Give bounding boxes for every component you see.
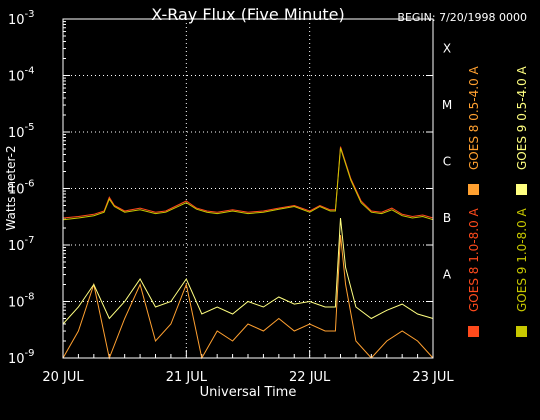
x-axis-ticks: 20 JUL 21 JUL 22 JUL 23 JUL xyxy=(42,350,454,385)
series-line-1 xyxy=(62,235,434,360)
legend-label-1: GOES 8 0.5-4.0 A xyxy=(467,65,481,170)
legend-swatch-1 xyxy=(468,184,479,195)
series-line-0 xyxy=(62,146,434,219)
begin-label: BEGIN: 7/20/1998 0000 xyxy=(397,11,527,24)
series-line-2 xyxy=(62,147,434,221)
legend-swatch-0 xyxy=(468,326,479,337)
y-axis-label: Watts meter-2 xyxy=(4,145,18,230)
flare-class-labels: X M C B A xyxy=(442,41,452,281)
x-axis-label: Universal Time xyxy=(200,385,297,400)
x-tick-label-2: 22 JUL xyxy=(289,370,331,385)
y-tick-label-2: 10-5 xyxy=(8,122,35,141)
flare-class-b: B xyxy=(443,211,451,225)
legend-label-0: GOES 8 1.0-8.0 A xyxy=(467,207,481,312)
legend-swatch-3 xyxy=(516,184,527,195)
x-tick-label-3: 23 JUL xyxy=(412,370,454,385)
series-lines xyxy=(62,146,434,360)
y-tick-label-5: 10-8 xyxy=(8,292,35,311)
y-tick-label-4: 10-7 xyxy=(8,235,35,254)
legend-label-2: GOES 9 1.0-8.0 A xyxy=(515,207,529,312)
series-line-3 xyxy=(62,217,434,325)
y-tick-label-1: 10-4 xyxy=(8,66,35,85)
grid-lines xyxy=(63,19,433,358)
flare-class-a: A xyxy=(443,267,452,281)
flare-class-m: M xyxy=(442,98,452,112)
flare-class-c: C xyxy=(443,154,451,168)
flare-class-x: X xyxy=(443,41,451,55)
x-tick-label-0: 20 JUL xyxy=(42,370,84,385)
legend-swatch-2 xyxy=(516,326,527,337)
y-tick-label-0: 10-3 xyxy=(8,9,35,28)
legend: GOES 8 1.0-8.0 A GOES 8 0.5-4.0 A GOES 9 1… xyxy=(467,65,529,337)
y-tick-label-6: 10-9 xyxy=(8,348,35,367)
x-tick-label-1: 21 JUL xyxy=(166,370,208,385)
chart-title: X-Ray Flux (Five Minute) xyxy=(151,5,344,24)
legend-label-3: GOES 9 0.5-4.0 A xyxy=(515,65,529,170)
plot-frame xyxy=(62,18,434,359)
